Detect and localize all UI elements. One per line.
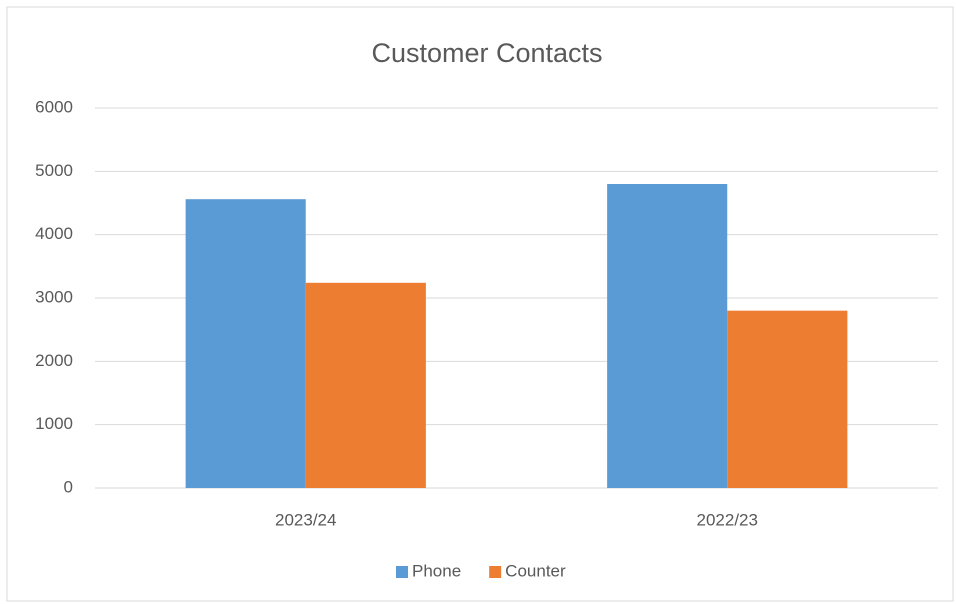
y-tick-label: 3000 [35,287,73,306]
chart-title: Customer Contacts [371,38,602,68]
y-tick-label: 1000 [35,414,73,433]
legend-label: Phone [412,561,461,580]
y-tick-label: 0 [64,477,73,496]
x-tick-label: 2023/24 [275,510,336,529]
legend-label: Counter [505,561,566,580]
bar [607,184,728,488]
bar [305,282,426,488]
y-tick-label: 5000 [35,161,73,180]
x-tick-label: 2022/23 [697,510,758,529]
legend-swatch [489,566,502,578]
chart-frame [6,6,954,602]
bar [185,199,306,488]
y-tick-label: 6000 [35,97,73,116]
y-tick-label: 2000 [35,351,73,370]
legend-swatch [396,566,408,578]
y-tick-label: 4000 [35,224,73,243]
bar [727,310,848,488]
